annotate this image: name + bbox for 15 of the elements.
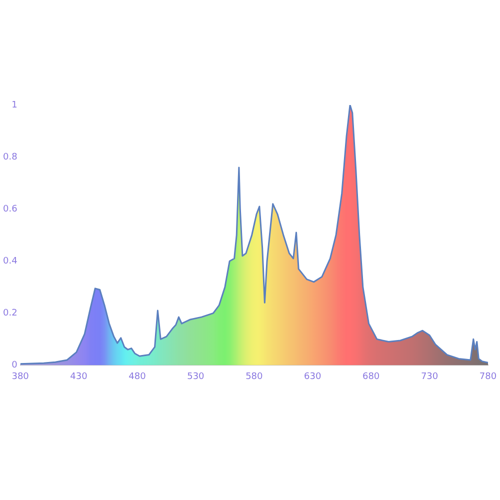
x-tick-label: 430 [70, 372, 88, 382]
x-tick-label: 530 [187, 372, 205, 382]
x-tick-label: 680 [362, 372, 380, 382]
y-tick-label: 1 [12, 100, 18, 110]
x-tick-label: 580 [246, 372, 264, 382]
y-tick-label: 0.8 [2, 152, 18, 162]
x-tick-label: 380 [12, 372, 30, 382]
y-tick-label: 0 [12, 360, 18, 371]
y-tick-label: 0.6 [2, 204, 18, 214]
x-tick-label: 730 [420, 372, 438, 382]
x-tick-label: 780 [479, 372, 497, 382]
y-tick-label: 0.2 [2, 308, 18, 319]
x-tick-label: 480 [128, 372, 146, 382]
x-tick-label: 630 [304, 372, 322, 382]
y-tick-label: 0.4 [2, 256, 18, 266]
